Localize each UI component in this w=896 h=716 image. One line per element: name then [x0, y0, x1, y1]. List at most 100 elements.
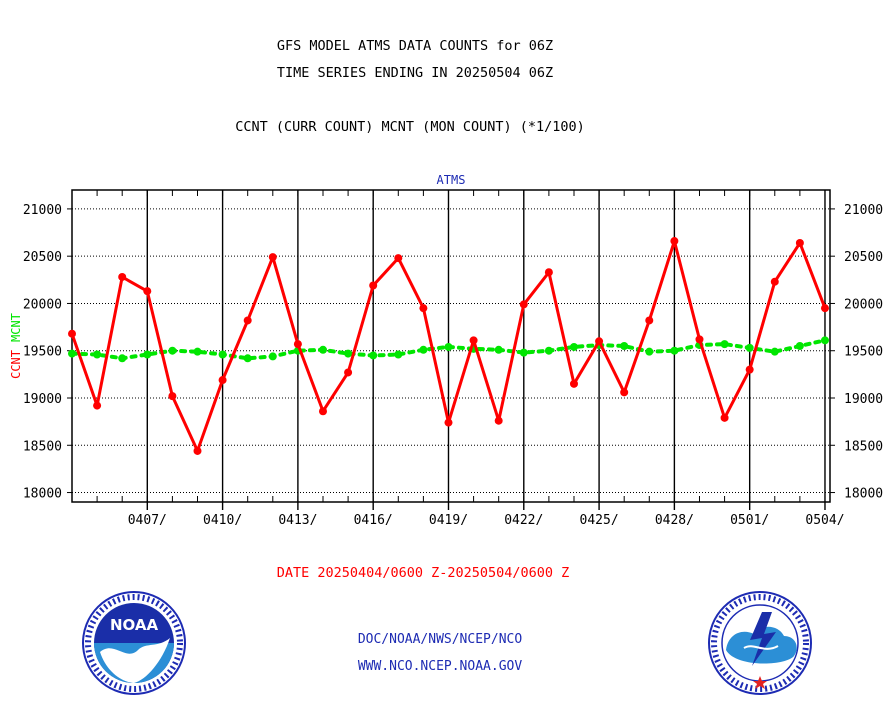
chart-title-line-2: TIME SERIES ENDING IN 20250504 06Z — [276, 65, 554, 81]
grid — [72, 190, 830, 510]
y-tick-label-left: 18500 — [23, 439, 62, 454]
data-point-mcnt — [670, 346, 679, 355]
data-point-mcnt — [720, 340, 729, 349]
series — [68, 237, 829, 455]
x-tick-label: 0410/ — [203, 513, 242, 528]
data-point-ccnt — [419, 304, 428, 313]
data-point-ccnt — [695, 335, 704, 344]
y-tick-label-right: 19500 — [844, 345, 883, 360]
y-tick-label-right: 20500 — [844, 250, 883, 265]
data-point-ccnt — [820, 304, 829, 313]
x-tick-label: 0407/ — [128, 513, 167, 528]
date-range: DATE 20250404/0600 Z-20250504/0600 Z — [276, 565, 570, 581]
x-tick-label: 0416/ — [354, 513, 393, 528]
chart-subtitle: CCNT (CURR COUNT) MCNT (MON COUNT) (*1/1… — [235, 119, 585, 135]
axes — [67, 189, 835, 503]
y-tick-label-right: 18000 — [844, 487, 883, 502]
data-point-ccnt — [318, 407, 327, 416]
data-point-mcnt — [795, 342, 804, 350]
data-point-mcnt — [494, 345, 503, 354]
tick-labels: 18000 18000 18500 18500 19000 19000 19500 19500… — [9, 173, 883, 528]
data-point-mcnt — [318, 345, 327, 354]
data-point-ccnt — [494, 416, 503, 425]
national-weather-service-logo — [708, 591, 812, 695]
x-tick-label: 0504/ — [805, 513, 844, 528]
plot-panel-title: ATMS — [437, 173, 466, 187]
data-point-mcnt — [68, 349, 76, 358]
data-point-mcnt — [544, 346, 553, 355]
plot-frame — [71, 189, 831, 503]
series-ccnt — [68, 237, 829, 455]
y-tick-label-left: 20000 — [23, 297, 62, 312]
chart-title-line-1: GFS MODEL ATMS DATA COUNTS for 06Z — [276, 38, 554, 54]
data-point-mcnt — [218, 350, 227, 359]
data-point-ccnt — [268, 253, 277, 262]
data-point-mcnt — [93, 350, 102, 359]
y-tick-label-right: 19000 — [844, 392, 883, 407]
data-point-ccnt — [620, 388, 629, 397]
data-point-mcnt — [369, 351, 378, 360]
data-point-ccnt — [369, 281, 378, 290]
credits-agency: DOC/NOAA/NWS/NCEP/NCO — [357, 632, 523, 647]
data-point-mcnt — [569, 342, 578, 351]
data-point-ccnt — [519, 300, 528, 309]
data-point-ccnt — [795, 238, 804, 247]
data-point-ccnt — [444, 418, 453, 427]
data-point-ccnt — [770, 277, 779, 286]
data-point-mcnt — [820, 336, 829, 345]
y-tick-label-left: 19500 — [23, 345, 62, 360]
data-point-mcnt — [344, 349, 353, 358]
x-tick-label: 0419/ — [429, 513, 468, 528]
data-point-ccnt — [569, 379, 578, 388]
data-point-ccnt — [745, 365, 754, 374]
data-point-mcnt — [620, 342, 629, 350]
data-point-ccnt — [469, 336, 478, 345]
y-tick-label-right: 20000 — [844, 297, 883, 312]
y-tick-label-right: 18500 — [844, 439, 883, 454]
data-point-mcnt — [394, 350, 403, 359]
data-point-ccnt — [243, 316, 252, 325]
data-point-mcnt — [243, 354, 252, 363]
y-tick-label-left: 19000 — [23, 392, 62, 407]
data-point-mcnt — [645, 347, 654, 356]
data-point-ccnt — [118, 272, 127, 281]
data-point-ccnt — [68, 329, 76, 338]
data-point-mcnt — [419, 345, 428, 354]
y-tick-label-left: 21000 — [23, 203, 62, 218]
data-point-mcnt — [168, 346, 177, 355]
data-point-ccnt — [394, 254, 403, 263]
data-point-ccnt — [670, 237, 679, 246]
y-tick-label-right: 21000 — [844, 203, 883, 218]
data-point-mcnt — [770, 347, 779, 356]
data-point-ccnt — [143, 287, 152, 296]
data-point-mcnt — [193, 347, 202, 356]
data-point-ccnt — [595, 337, 604, 346]
y-axis-label-mcnt: MCNT — [9, 313, 23, 342]
data-point-ccnt — [344, 368, 353, 377]
y-tick-label-left: 18000 — [23, 487, 62, 502]
data-point-ccnt — [193, 446, 202, 455]
x-tick-label: 0425/ — [580, 513, 619, 528]
data-point-mcnt — [519, 348, 528, 357]
credits-website[interactable]: WWW.NCO.NCEP.NOAA.GOV — [357, 659, 523, 674]
x-tick-label: 0501/ — [730, 513, 769, 528]
noaa-logo: NOAA — [82, 591, 186, 695]
data-point-ccnt — [293, 340, 302, 349]
data-point-ccnt — [544, 268, 553, 277]
data-point-ccnt — [93, 401, 102, 410]
data-point-mcnt — [268, 352, 277, 361]
x-tick-label: 0422/ — [504, 513, 543, 528]
data-point-ccnt — [168, 392, 177, 401]
data-point-mcnt — [745, 343, 754, 352]
y-axis-label: CCNT MCNT — [9, 313, 23, 379]
y-axis-label-ccnt: CCNT — [9, 350, 23, 379]
data-point-mcnt — [143, 350, 152, 359]
x-tick-label: 0428/ — [655, 513, 694, 528]
data-point-ccnt — [645, 316, 654, 325]
data-point-ccnt — [218, 376, 227, 385]
data-point-mcnt — [118, 354, 127, 363]
x-tick-label: 0413/ — [278, 513, 317, 528]
data-point-mcnt — [444, 342, 453, 351]
